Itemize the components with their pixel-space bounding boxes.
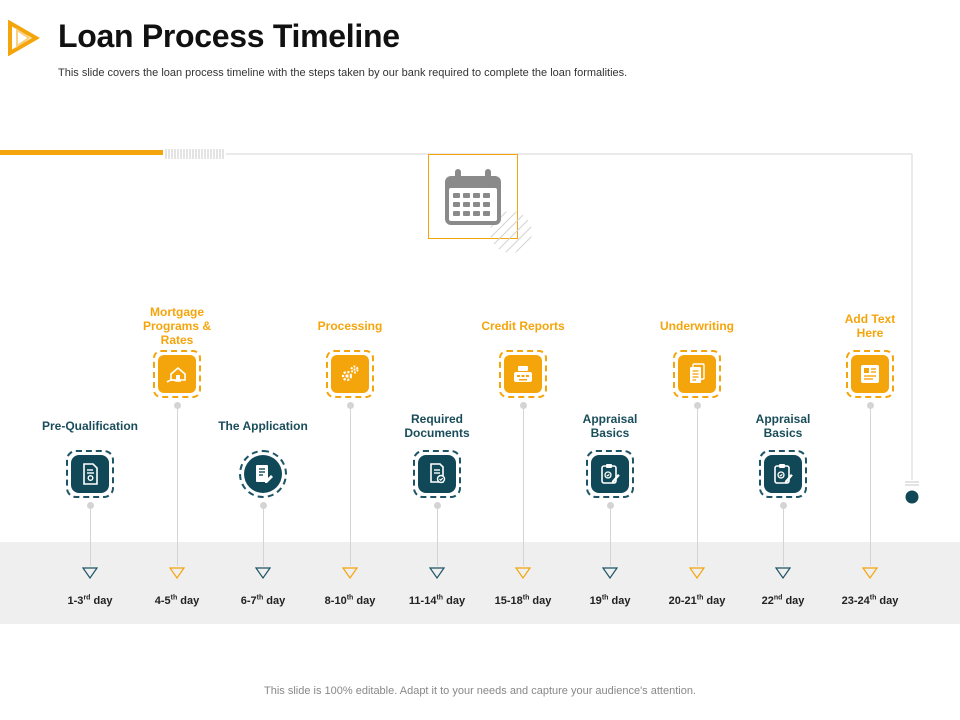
- step-connector-line: [90, 508, 91, 566]
- papers-icon: [690, 363, 705, 383]
- step-label: Appraisal Basics: [582, 412, 638, 440]
- down-triangle-icon: [82, 567, 98, 579]
- play-arrow-icon: [8, 20, 41, 56]
- page-subtitle: This slide covers the loan process timel…: [58, 67, 628, 79]
- step-icon-box: [66, 450, 114, 498]
- step-connector-line: [523, 408, 524, 566]
- down-triangle-icon: [775, 567, 791, 579]
- cash-register-icon: [514, 366, 532, 382]
- step-label: The Application: [218, 419, 308, 433]
- step-connector-dot: [173, 402, 181, 409]
- step-label: Processing: [317, 319, 383, 333]
- step-label: Credit Reports: [481, 319, 565, 333]
- calendar-frame: [428, 154, 518, 239]
- clipboard-pen-icon: [601, 464, 620, 484]
- step-day: 19th day: [589, 594, 631, 607]
- progress-accent-bar: [0, 150, 163, 155]
- step-label: Add Text Here: [844, 312, 896, 340]
- timeline-frame: [0, 149, 919, 504]
- step-day: 4-5th day: [154, 594, 200, 607]
- step-icon-box: [499, 350, 547, 398]
- down-triangle-icon: [862, 567, 878, 579]
- day-band: [0, 542, 960, 624]
- step-connector-line: [437, 508, 438, 566]
- step-connector-dot: [259, 502, 267, 509]
- step-connector-dot: [519, 402, 527, 409]
- step-icon-box: [759, 450, 807, 498]
- step-day: 20-21th day: [668, 594, 726, 607]
- down-triangle-icon: [689, 567, 705, 579]
- down-triangle-icon: [429, 567, 445, 579]
- step-icon-box: [239, 450, 287, 498]
- down-triangle-icon: [515, 567, 531, 579]
- article-icon: [861, 365, 879, 383]
- step-day: 6-7th day: [240, 594, 286, 607]
- step-connector-line: [350, 408, 351, 566]
- step-day: 8-10th day: [324, 594, 376, 607]
- step-day: 11-14th day: [408, 594, 466, 607]
- document-pen-icon: [256, 465, 273, 483]
- step-connector-dot: [866, 402, 874, 409]
- step-label: Mortgage Programs & Rates: [142, 305, 212, 347]
- step-connector-line: [263, 508, 264, 566]
- hatch-marks: [165, 149, 224, 159]
- step-icon-box: [326, 350, 374, 398]
- document-check-icon: [430, 463, 446, 484]
- house-hand-icon: [166, 366, 186, 383]
- certificate-icon: [83, 463, 98, 485]
- down-triangle-icon: [342, 567, 358, 579]
- step-icon-box: [413, 450, 461, 498]
- step-icon-box: [673, 350, 721, 398]
- step-label: Pre-Qualification: [41, 419, 139, 433]
- clipboard-pen-icon: [774, 464, 793, 484]
- footer-note: This slide is 100% editable. Adapt it to…: [264, 685, 696, 697]
- step-connector-dot: [693, 402, 701, 409]
- step-connector-dot: [86, 502, 94, 509]
- page-title: Loan Process Timeline: [58, 18, 400, 54]
- step-connector-line: [610, 508, 611, 566]
- calendar-icon: [445, 169, 501, 225]
- step-icon-box: [846, 350, 894, 398]
- down-triangle-icon: [602, 567, 618, 579]
- step-day: 23-24th day: [841, 594, 899, 607]
- hatch-pattern: [490, 211, 532, 253]
- step-connector-line: [783, 508, 784, 566]
- gears-icon: [341, 365, 359, 382]
- step-connector-line: [177, 408, 178, 566]
- down-triangle-icon: [255, 567, 271, 579]
- step-icon-box: [153, 350, 201, 398]
- step-connector-line: [870, 408, 871, 566]
- step-label: Required Documents: [404, 412, 470, 440]
- step-connector-line: [697, 408, 698, 566]
- step-connector-dot: [606, 502, 614, 509]
- step-label: Appraisal Basics: [755, 412, 811, 440]
- down-triangle-icon: [169, 567, 185, 579]
- step-connector-dot: [433, 502, 441, 509]
- timeline-end-dot: [905, 490, 919, 504]
- step-connector-dot: [346, 402, 354, 409]
- step-icon-box: [586, 450, 634, 498]
- step-day: 1-3rd day: [67, 594, 113, 607]
- step-day: 15-18th day: [494, 594, 552, 607]
- step-day: 22nd day: [761, 594, 805, 607]
- step-connector-dot: [779, 502, 787, 509]
- step-label: Underwriting: [660, 319, 734, 333]
